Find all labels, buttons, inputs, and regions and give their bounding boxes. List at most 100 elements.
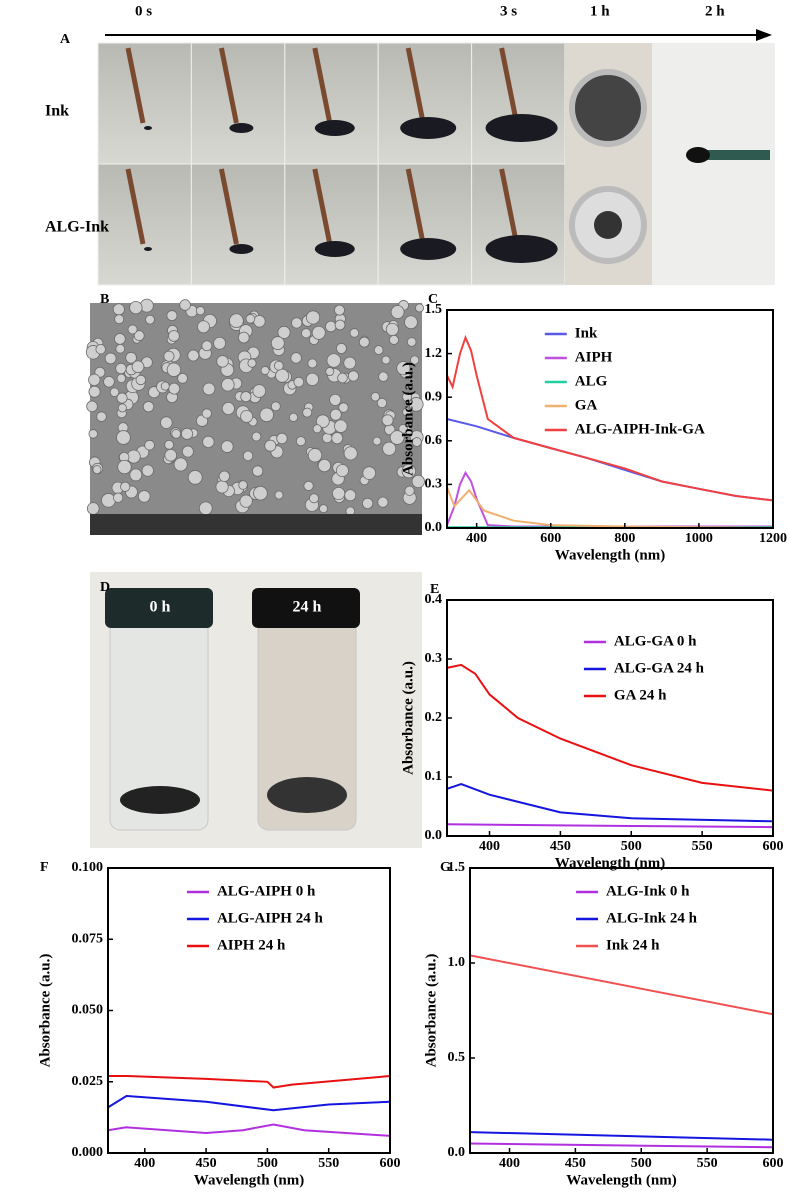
panel-label: G (440, 860, 451, 875)
particle (311, 325, 326, 340)
particle (362, 497, 374, 510)
particle (116, 392, 128, 404)
particle (116, 430, 131, 445)
particle (377, 496, 389, 508)
particle (201, 340, 213, 352)
ink-gel (686, 147, 710, 163)
particle (88, 385, 101, 398)
data-line (446, 334, 774, 502)
data-line (108, 1075, 391, 1089)
panel-label: E (430, 582, 439, 597)
legend-label: ALG-GA 24 h (614, 660, 705, 676)
particle (131, 360, 145, 374)
dish-ink (594, 211, 622, 239)
needle (312, 47, 333, 124)
particle (187, 349, 200, 362)
particle (396, 361, 411, 376)
x-tick-label: 550 (697, 1156, 718, 1171)
particle (372, 436, 382, 446)
particle (264, 439, 277, 452)
particle (109, 387, 120, 397)
particle (347, 370, 359, 382)
y-tick-label: 0.9 (425, 389, 443, 404)
dish (569, 69, 647, 147)
x-tick-label: 1000 (685, 531, 713, 546)
particle (291, 317, 303, 329)
panel-label: C (428, 292, 438, 307)
x-tick-label: 400 (466, 531, 487, 546)
particle (344, 489, 357, 502)
y-axis-title: Absorbance (a.u.) (400, 362, 416, 476)
particle (202, 382, 216, 396)
particle (307, 448, 323, 463)
needle (218, 47, 239, 124)
vial-label: 0 h (150, 599, 171, 616)
y-tick-label: 1.0 (448, 955, 466, 970)
particle (139, 298, 154, 313)
particle (402, 392, 412, 402)
particle (331, 432, 344, 445)
particle (201, 408, 212, 419)
vial-label: 24 h (293, 599, 322, 616)
beaker-photo (471, 42, 566, 165)
y-tick-label: 0.6 (425, 433, 443, 448)
needle (312, 168, 333, 245)
particle (221, 401, 235, 416)
x-tick-label: 600 (380, 1156, 401, 1171)
plot-frame (446, 599, 774, 837)
particle (270, 336, 285, 351)
beaker-photo (97, 42, 192, 165)
particle (309, 493, 319, 504)
particle (410, 355, 420, 365)
legend-label: Ink (575, 325, 598, 341)
particle (163, 350, 175, 362)
legend-label: GA 24 h (614, 687, 667, 703)
row-label: Ink (45, 103, 69, 120)
particle (166, 362, 182, 377)
particle (220, 440, 234, 453)
legend-label: GA (575, 397, 598, 413)
particle (240, 409, 254, 423)
sem-particles (85, 298, 425, 516)
particle (173, 457, 188, 472)
time-label: 0 s (135, 3, 152, 19)
particle (112, 303, 125, 316)
particle (334, 319, 346, 331)
data-line (446, 470, 773, 528)
particle (325, 320, 337, 333)
panel-label: B (100, 292, 109, 307)
particle (325, 367, 335, 377)
particle (164, 439, 174, 450)
particle (343, 356, 357, 370)
x-tick-label: 600 (763, 1156, 784, 1171)
particle (221, 377, 235, 392)
particle (293, 376, 305, 388)
needle (405, 168, 426, 245)
particle (101, 493, 116, 508)
particle (389, 334, 399, 345)
y-tick-label: 1.2 (425, 346, 443, 361)
particle (295, 436, 306, 447)
particle (181, 427, 194, 440)
vial-cap (105, 588, 213, 628)
particle (373, 345, 384, 355)
needle (125, 47, 146, 124)
plot-frame (446, 309, 774, 529)
particle (245, 314, 256, 324)
particle (95, 343, 106, 355)
beaker-photo (190, 163, 286, 286)
x-axis-title: Wavelength (nm) (555, 547, 665, 563)
legend-label: ALG-AIPH 0 h (217, 883, 316, 899)
x-axis-title: Wavelength (nm) (566, 1172, 676, 1188)
particle (197, 320, 210, 334)
ink (314, 120, 355, 136)
particle (275, 368, 290, 383)
particle (168, 382, 181, 395)
particle (408, 397, 424, 412)
particle (334, 419, 348, 433)
particle (381, 355, 391, 365)
x-tick-label: 600 (763, 839, 784, 854)
particle (247, 358, 257, 368)
ink (400, 238, 457, 260)
y-tick-label: 0.050 (72, 1003, 104, 1018)
